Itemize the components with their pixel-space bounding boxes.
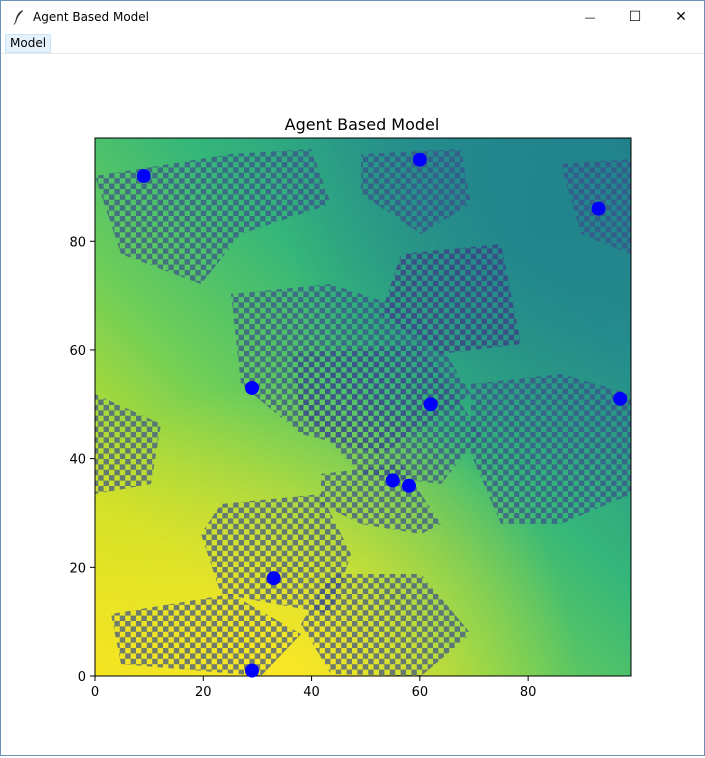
x-tick-label: 60 — [412, 685, 429, 700]
plot-canvas: Agent Based Model — [1, 54, 704, 754]
x-tick-label: 20 — [195, 685, 212, 700]
agent-point — [385, 473, 400, 488]
chart-title: Agent Based Model — [285, 115, 440, 134]
agent-point — [136, 169, 151, 184]
y-tick-label: 60 — [69, 344, 86, 359]
feather-icon — [13, 10, 23, 25]
heatmap — [95, 138, 631, 676]
x-tick-label: 80 — [520, 685, 537, 700]
agents-layer — [136, 152, 628, 678]
agent-point — [402, 478, 417, 493]
agent-trails — [95, 149, 631, 676]
x-tick-label: 40 — [303, 685, 320, 700]
agent-point — [412, 152, 427, 167]
close-button[interactable]: ✕ — [658, 1, 704, 33]
x-tick-label: 0 — [91, 685, 99, 700]
minimize-icon: — — [584, 10, 596, 24]
window-title: Agent Based Model — [33, 10, 150, 24]
y-tick-label: 20 — [69, 561, 86, 576]
title-bar[interactable]: Agent Based Model — ☐ ✕ — [1, 1, 704, 33]
y-tick-label: 40 — [69, 453, 86, 468]
agent-point — [613, 391, 628, 406]
maximize-icon: ☐ — [628, 9, 642, 25]
plot-frame — [94, 137, 632, 677]
agent-point — [266, 571, 281, 586]
agent-point — [423, 397, 438, 412]
agent-point — [245, 663, 260, 678]
chart: Agent Based Model — [69, 115, 632, 700]
minimize-button[interactable]: — — [567, 1, 613, 33]
maximize-button[interactable]: ☐ — [612, 1, 658, 33]
menu-bar: Model — [1, 33, 704, 54]
menu-model[interactable]: Model — [5, 34, 52, 53]
agent-point — [591, 201, 606, 216]
y-axis: 0 20 40 60 80 — [69, 235, 95, 685]
y-tick-label: 0 — [78, 670, 86, 685]
agent-point — [245, 380, 260, 395]
y-tick-label: 80 — [69, 235, 86, 250]
close-icon: ✕ — [675, 9, 687, 25]
x-axis: 0 20 40 60 80 — [91, 676, 537, 700]
